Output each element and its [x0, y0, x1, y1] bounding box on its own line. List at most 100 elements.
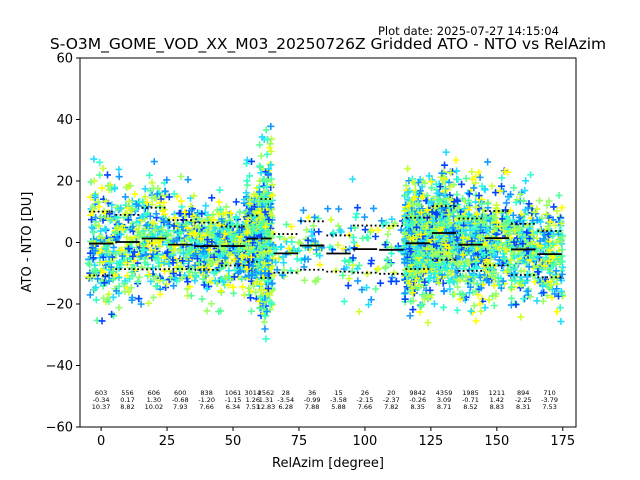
- data-point: [263, 150, 271, 158]
- data-point: [177, 172, 185, 180]
- data-point: [150, 158, 158, 166]
- data-point: [553, 308, 561, 316]
- data-point: [404, 165, 412, 173]
- data-point: [230, 255, 238, 263]
- data-point: [109, 293, 117, 301]
- data-point: [177, 263, 185, 271]
- data-point: [376, 279, 384, 287]
- x-tick-label: 0: [97, 434, 105, 449]
- data-point: [128, 296, 136, 304]
- x-tick-label: 75: [291, 434, 308, 449]
- data-point: [441, 161, 449, 169]
- data-point: [86, 291, 94, 299]
- data-point: [169, 259, 177, 267]
- data-point: [164, 218, 172, 226]
- data-point: [305, 214, 313, 222]
- data-point: [332, 267, 340, 275]
- data-point: [280, 259, 288, 267]
- data-point: [122, 251, 130, 259]
- data-point: [233, 221, 241, 229]
- data-point: [141, 185, 149, 193]
- data-point: [218, 218, 226, 226]
- data-point: [353, 210, 361, 218]
- data-point: [107, 263, 115, 271]
- data-point: [227, 217, 235, 225]
- bin-std: 6.34: [226, 403, 240, 411]
- data-point: [165, 193, 173, 201]
- data-point: [122, 259, 130, 267]
- data-point: [138, 213, 146, 221]
- data-point: [557, 318, 565, 326]
- data-point: [340, 297, 348, 305]
- data-point: [510, 184, 518, 192]
- data-point: [102, 225, 110, 233]
- data-point: [229, 283, 237, 291]
- bin-std: 7.66: [358, 403, 372, 411]
- data-point: [140, 227, 148, 235]
- data-point: [93, 267, 101, 275]
- data-point: [217, 287, 225, 295]
- data-point: [113, 259, 121, 267]
- data-point: [187, 206, 195, 214]
- data-point: [146, 212, 154, 220]
- data-point: [191, 277, 199, 285]
- data-point: [153, 190, 161, 198]
- data-point: [113, 234, 121, 242]
- data-point: [249, 262, 257, 270]
- data-point: [246, 196, 254, 204]
- data-point: [536, 197, 544, 205]
- data-point: [508, 294, 516, 302]
- data-point: [185, 210, 193, 218]
- data-point: [454, 175, 462, 183]
- data-point: [141, 193, 149, 201]
- data-point: [374, 264, 382, 272]
- data-point: [250, 282, 258, 290]
- plot-date: Plot date: 2025-07-27 14:15:04: [378, 24, 559, 38]
- data-point: [458, 180, 466, 188]
- data-point: [198, 210, 206, 218]
- data-point: [354, 204, 362, 212]
- data-point: [96, 158, 104, 166]
- data-point: [186, 244, 194, 252]
- data-point: [206, 278, 214, 286]
- data-point: [115, 173, 123, 181]
- data-point: [488, 182, 496, 190]
- data-point: [242, 189, 250, 197]
- data-point: [137, 300, 145, 308]
- data-point: [327, 216, 335, 224]
- data-point: [203, 285, 211, 293]
- data-point: [118, 246, 126, 254]
- data-point: [156, 277, 164, 285]
- data-point: [101, 244, 109, 252]
- data-point: [96, 171, 104, 179]
- scatter-points: [84, 122, 567, 343]
- bin-std: 8.82: [120, 403, 134, 411]
- data-point: [492, 189, 500, 197]
- data-point: [252, 288, 260, 296]
- bin-std: 8.52: [463, 403, 477, 411]
- data-point: [243, 177, 251, 185]
- bin-std: 5.88: [331, 403, 345, 411]
- data-point: [197, 252, 205, 260]
- data-point: [92, 284, 100, 292]
- data-point: [267, 147, 275, 155]
- data-point: [465, 190, 473, 198]
- data-point: [210, 216, 218, 224]
- data-point: [316, 261, 324, 269]
- data-point: [361, 213, 369, 221]
- data-point: [452, 156, 460, 164]
- data-point: [100, 279, 108, 287]
- data-point: [176, 229, 184, 237]
- data-point: [363, 233, 371, 241]
- data-point: [479, 281, 487, 289]
- data-point: [129, 272, 137, 280]
- data-point: [146, 187, 154, 195]
- data-point: [424, 319, 432, 327]
- data-point: [92, 296, 100, 304]
- data-point: [406, 312, 414, 320]
- bin-std: 7.93: [173, 403, 187, 411]
- data-point: [517, 313, 525, 321]
- data-point: [131, 190, 139, 198]
- data-point: [158, 228, 166, 236]
- data-point: [115, 274, 123, 282]
